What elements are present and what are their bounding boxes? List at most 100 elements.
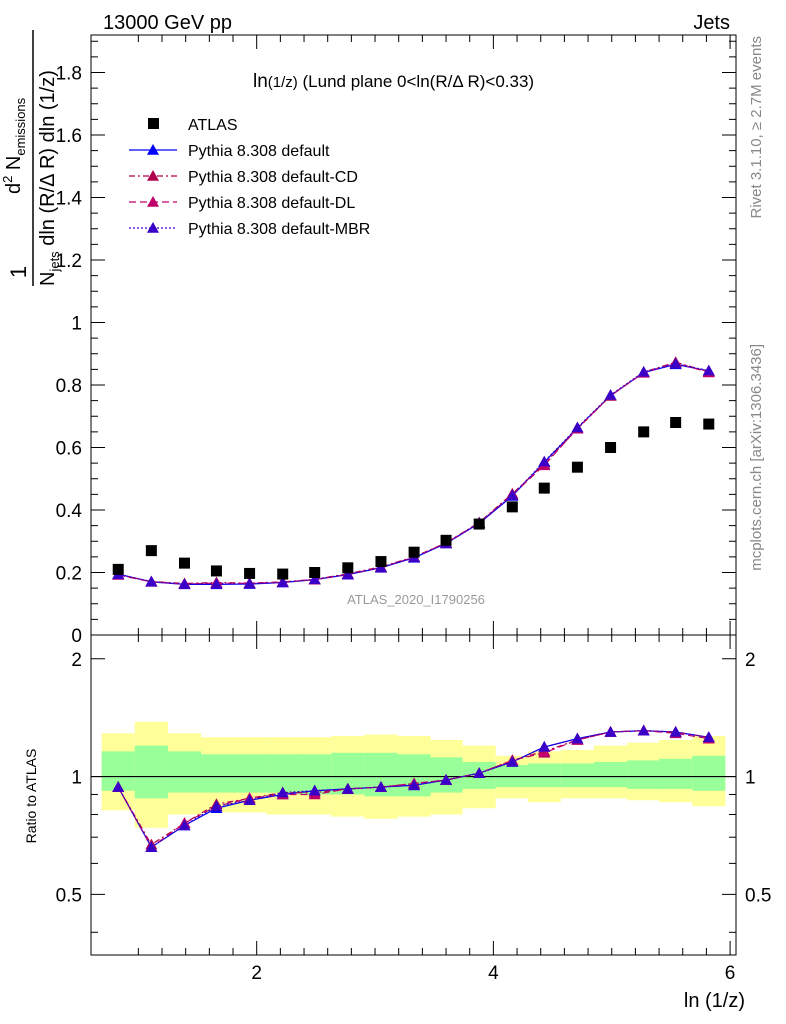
ratio-marker-mbr: [604, 725, 617, 737]
data-point-atlas: [112, 563, 124, 575]
uncertainty-band-inner: [659, 758, 693, 789]
ylabel-num-d: d: [3, 183, 25, 194]
series-marker-mbr: [538, 455, 551, 467]
ratio-marker-mbr: [538, 741, 551, 752]
ratio-marker-mbr: [243, 794, 256, 806]
series-marker-mbr: [178, 578, 191, 589]
data-point-atlas: [178, 557, 190, 569]
ratio-y-tick-label-right: 1: [745, 768, 756, 789]
ratio-marker-mbr: [702, 731, 715, 743]
y-tick-label: 0.2: [56, 564, 82, 585]
legend-label-cd: Pythia 8.308 default-CD: [188, 169, 358, 186]
ratio-marker-mbr: [178, 819, 191, 831]
x-tick-label: 6: [725, 963, 736, 984]
y-tick-label: 0.8: [56, 376, 82, 397]
uncertainty-band-inner: [527, 763, 561, 788]
series-marker-mbr: [243, 577, 256, 589]
ratio-marker-mbr: [374, 781, 387, 792]
mcplots-label: mcplots.cern.ch [arXiv:1306.3436]: [748, 344, 765, 571]
data-point-atlas: [703, 418, 715, 430]
ratio-marker-mbr: [440, 773, 453, 785]
upper-panel: 0 0.2 0.4 0.6 0.8 1 1.2 1.4 1.6 1.8: [56, 34, 737, 647]
data-point-atlas: [244, 567, 256, 579]
ratio-marker-mbr: [276, 786, 289, 798]
data-point-atlas: [309, 567, 321, 578]
data-point-atlas: [277, 568, 289, 580]
ylabel-den-N: N: [37, 272, 59, 286]
y-tick-label: 1.2: [56, 251, 82, 272]
ratio-marker-mbr: [112, 781, 125, 792]
ratio-marker-mbr: [408, 779, 421, 791]
chart-title-ln: ln: [253, 71, 268, 92]
series-marker-mbr: [702, 364, 715, 376]
ylabel-den-rest: dln (R/Δ R) dln (1/z): [37, 70, 59, 251]
legend-marker-dl: [147, 196, 159, 207]
series-marker-mbr: [506, 489, 519, 501]
ratio-marker-dl: [538, 746, 551, 758]
uncertainty-band-inner: [199, 754, 234, 793]
ylabel-num-sub: emissions: [13, 97, 28, 155]
y-tick-label: 1.4: [56, 189, 83, 210]
ratio-marker-mbr: [341, 782, 354, 794]
ratio-marker-mbr: [669, 725, 682, 737]
data-point-atlas: [670, 417, 682, 428]
legend-marker-mbr: [147, 222, 159, 233]
series-marker-mbr: [571, 421, 584, 433]
uncertainty-band-inner: [134, 745, 168, 799]
ylabel-denominator: Njets dln (R/Δ R) dln (1/z): [37, 70, 62, 286]
ratio-marker-mbr: [308, 784, 321, 796]
xlabel: ln (1/z): [684, 990, 745, 1012]
series-marker-mbr: [669, 357, 682, 369]
uncertainty-band-inner: [560, 763, 594, 788]
ratio-marker-mbr: [637, 724, 650, 736]
series-marker-mbr: [637, 365, 650, 377]
data-point-atlas: [605, 442, 617, 453]
y-tick-label: 1: [71, 314, 82, 335]
legend-label-default: Pythia 8.308 default: [188, 143, 330, 160]
data-point-atlas: [440, 534, 452, 546]
ratio-marker-mbr: [473, 767, 486, 779]
data-point-atlas: [375, 556, 387, 568]
upper-ylabel: 1 d2 Nemissions Njets dln (R/Δ R) dln (1…: [0, 30, 62, 286]
legend: ATLAS Pythia 8.308 default Pythia 8.308 de…: [129, 117, 370, 238]
ratio-y-tick-label: 1: [71, 768, 82, 789]
data-point-atlas: [408, 546, 420, 558]
series-marker-mbr: [276, 576, 289, 588]
rivet-version-label: Rivet 3.1.10, ≥ 2.7M events: [748, 36, 765, 219]
ratio-y-tick-label: 0.5: [56, 885, 82, 906]
uncertainty-band-inner: [233, 754, 267, 793]
series-marker-mbr: [604, 389, 617, 400]
ratio-y-tick-label-right: 0.5: [745, 885, 771, 906]
legend-label-dl: Pythia 8.308 default-DL: [188, 195, 355, 212]
data-point-atlas: [506, 501, 518, 513]
ratio-y-tick-label-right: 2: [745, 650, 756, 671]
header-energy-label: 13000 GeV pp: [103, 12, 232, 34]
y-tick-label: 1.8: [56, 64, 82, 85]
data-point-atlas: [571, 461, 583, 473]
lower-frame: [90, 634, 737, 956]
data-point-atlas: [538, 482, 550, 494]
legend-label-mbr: Pythia 8.308 default-MBR: [188, 221, 370, 238]
analysis-tag: ATLAS_2020_I1790256: [347, 592, 485, 607]
uncertainty-band-inner: [167, 751, 202, 793]
data-point-atlas: [342, 562, 354, 574]
ylabel-num-2: 2: [0, 176, 15, 183]
ratio-marker-mbr: [571, 732, 584, 744]
uncertainty-band-inner: [627, 760, 661, 789]
x-tick-label: 2: [251, 963, 262, 984]
legend-marker-default: [147, 144, 159, 155]
ylabel-numerator: d2 Nemissions: [0, 97, 28, 194]
series-marker-mbr: [341, 568, 354, 580]
y-tick-label: 0.4: [56, 501, 83, 522]
y-tick-label: 0: [71, 626, 82, 647]
header-jets-label: Jets: [693, 12, 730, 34]
ylabel-num-N: N: [3, 156, 25, 176]
x-tick-label: 4: [488, 963, 499, 984]
ylabel-den-sub: jets: [47, 251, 62, 273]
series-marker-mbr: [145, 575, 158, 587]
chart-title: ln(1/z) (Lund plane 0<ln(R/Δ R)<0.33): [253, 71, 534, 92]
data-point-atlas: [145, 545, 157, 557]
chart-title-paren: (1/z): [268, 74, 298, 91]
ratio-ylabel: Ratio to ATLAS: [23, 749, 39, 844]
